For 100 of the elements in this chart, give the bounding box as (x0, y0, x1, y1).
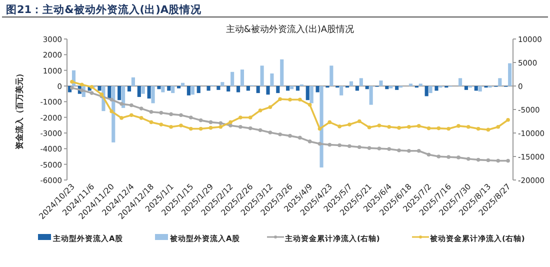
bar (260, 66, 264, 86)
point (308, 102, 312, 107)
bar (355, 86, 359, 91)
bar (365, 86, 369, 90)
point (208, 126, 213, 130)
bar (206, 86, 210, 91)
point (80, 82, 84, 86)
bar (280, 59, 284, 86)
point (130, 113, 134, 118)
bar (127, 86, 132, 92)
bar (98, 86, 102, 91)
bar (464, 86, 468, 90)
point (496, 124, 500, 129)
point (228, 120, 232, 124)
point (436, 126, 441, 130)
bar (316, 86, 320, 92)
point (208, 120, 213, 124)
bar (236, 86, 240, 92)
point (120, 116, 124, 120)
point (198, 126, 203, 131)
point (426, 152, 431, 157)
point (328, 142, 332, 147)
point (218, 121, 223, 126)
y-axis-title: 资金流入（百万美元） (14, 70, 24, 150)
point (258, 128, 262, 132)
point (288, 98, 292, 102)
point (298, 98, 302, 102)
point (397, 148, 401, 152)
bar (395, 86, 399, 90)
point (169, 112, 173, 116)
point (308, 140, 312, 144)
bar (508, 63, 512, 86)
point (268, 130, 272, 134)
point (258, 108, 262, 112)
bar (310, 86, 314, 104)
point (377, 124, 382, 128)
point (149, 110, 154, 114)
point (348, 122, 352, 126)
point (139, 106, 144, 110)
bar (340, 86, 344, 96)
point (318, 142, 322, 146)
bar (220, 82, 224, 86)
bar (161, 86, 165, 92)
point (120, 102, 124, 106)
bar (458, 78, 462, 86)
bar (240, 70, 244, 86)
bar (246, 86, 250, 91)
point (268, 105, 272, 110)
bar (306, 86, 310, 100)
point (238, 116, 242, 120)
bar (270, 73, 274, 86)
chart-subtitle: 主动&被动外资流入(出)A股情况 (226, 24, 354, 35)
bar (286, 86, 290, 91)
point (298, 136, 302, 140)
bar (230, 72, 234, 86)
bar (385, 86, 389, 90)
point (159, 122, 164, 126)
point (238, 124, 242, 129)
bar (167, 86, 171, 91)
point (278, 97, 282, 102)
bar (434, 86, 438, 91)
point (169, 124, 173, 129)
point (348, 144, 352, 148)
point (456, 156, 460, 160)
point (188, 116, 193, 120)
point (179, 113, 183, 118)
point (90, 91, 94, 95)
point (407, 124, 411, 129)
point (248, 126, 252, 130)
point (446, 155, 450, 159)
point (357, 145, 362, 149)
bar (428, 86, 432, 94)
point (198, 118, 203, 122)
point (397, 126, 401, 130)
point (328, 120, 332, 124)
point (130, 103, 134, 108)
point (506, 158, 510, 163)
point (506, 118, 510, 122)
bar (186, 86, 190, 96)
point (476, 158, 480, 162)
bar (171, 86, 175, 94)
point (188, 126, 193, 131)
bar (379, 80, 383, 86)
bar (196, 86, 200, 94)
point (70, 86, 74, 90)
point (407, 148, 411, 153)
bar (498, 78, 502, 86)
bar (157, 86, 161, 90)
bar (216, 86, 220, 90)
point (278, 132, 282, 136)
bar (474, 86, 478, 91)
bar (320, 86, 324, 168)
point (159, 110, 164, 115)
point (486, 128, 490, 132)
bar (359, 78, 363, 86)
point (456, 124, 460, 128)
point (338, 143, 342, 148)
point (110, 109, 114, 114)
point (70, 80, 74, 84)
bar (131, 77, 135, 86)
